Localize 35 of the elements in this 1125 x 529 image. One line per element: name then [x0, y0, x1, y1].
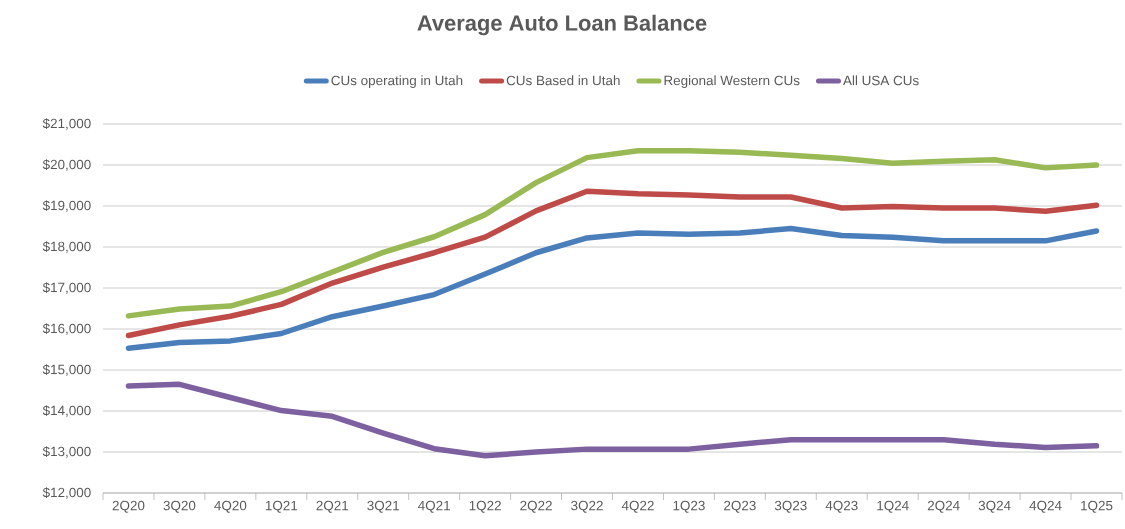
- y-tick-label: $18,000: [42, 241, 91, 253]
- y-tick-label: $19,000: [42, 200, 91, 212]
- legend-label: Regional Western CUs: [664, 75, 800, 88]
- y-tick-label: $15,000: [42, 364, 91, 376]
- x-tick-label: 1Q25: [1081, 500, 1113, 513]
- x-tick-label: 3Q22: [571, 500, 603, 513]
- x-tick-label: 1Q23: [673, 500, 705, 513]
- y-tick-label: $14,000: [42, 405, 91, 417]
- y-tick-label: $16,000: [42, 323, 91, 335]
- x-tick-label: 4Q22: [621, 500, 654, 513]
- x-tick-label: 1Q21: [265, 500, 298, 513]
- y-tick-label: $12,000: [42, 487, 91, 499]
- y-tick-label: $17,000: [42, 282, 91, 294]
- legend-label: All USA CUs: [843, 75, 919, 86]
- y-tick-label: $20,000: [42, 159, 91, 171]
- x-tick-label: 1Q24: [877, 500, 909, 513]
- y-tick-label: $13,000: [42, 446, 91, 458]
- x-tick-label: 3Q20: [163, 500, 196, 513]
- x-tick-label: 3Q24: [978, 500, 1011, 513]
- x-tick-label: 1Q22: [469, 500, 501, 513]
- x-tick-label: 2Q20: [112, 500, 145, 513]
- y-tick-label: $21,000: [42, 118, 91, 130]
- x-tick-label: 4Q20: [214, 500, 247, 513]
- x-tick-label: 4Q24: [1029, 500, 1062, 513]
- legend-label: CUs Based in Utah: [506, 75, 620, 86]
- x-tick-label: 3Q23: [774, 500, 807, 513]
- chart-title: Average Auto Loan Balance: [417, 14, 707, 36]
- x-tick-label: 2Q24: [927, 500, 960, 513]
- x-tick-label: 4Q21: [418, 500, 450, 513]
- legend-label: CUs operating in Utah: [331, 75, 463, 88]
- x-tick-label: 3Q21: [367, 500, 400, 513]
- x-tick-label: 2Q23: [724, 500, 756, 513]
- x-tick-label: 4Q23: [825, 500, 858, 513]
- x-tick-label: 2Q21: [316, 500, 349, 513]
- x-tick-label: 2Q22: [520, 500, 552, 513]
